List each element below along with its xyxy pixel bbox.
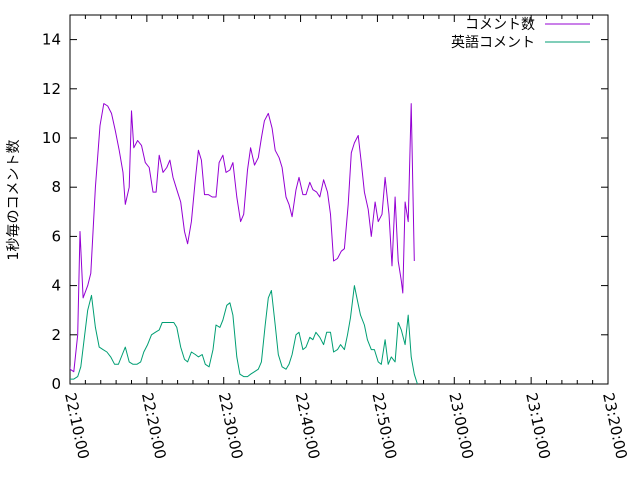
x-tick-label: 23:10:00 xyxy=(522,391,554,461)
legend-label-1: コメント数 xyxy=(465,17,535,33)
x-tick-label: 22:40:00 xyxy=(292,391,324,461)
y-tick-label: 6 xyxy=(51,227,61,245)
y-tick-label: 0 xyxy=(51,375,61,393)
y-tick-label: 4 xyxy=(51,277,61,295)
series-layer xyxy=(70,103,418,384)
y-tick-label: 8 xyxy=(51,178,61,196)
x-axis: 22:10:00 22:20:00 22:30:00 22:40:00 22:50:00… xyxy=(61,15,631,461)
series-line-1 xyxy=(70,103,415,373)
x-tick-label: 22:10:00 xyxy=(61,391,93,461)
series-line-2 xyxy=(70,285,418,384)
y-tick-label: 2 xyxy=(51,326,61,344)
y-tick-label: 10 xyxy=(42,129,61,147)
y-tick-label: 14 xyxy=(42,31,61,49)
x-tick-label: 22:50:00 xyxy=(369,391,401,461)
y-axis: 0 2 4 6 8 10 12 14 xyxy=(42,31,608,393)
plot-frame xyxy=(69,14,609,385)
x-tick-label: 22:20:00 xyxy=(138,391,170,461)
x-tick-label: 23:20:00 xyxy=(599,391,631,461)
x-tick-label: 22:30:00 xyxy=(215,391,247,461)
x-tick-label: 23:00:00 xyxy=(445,391,477,461)
legend-label-2: 英語コメント xyxy=(451,34,535,51)
y-tick-label: 12 xyxy=(42,80,61,98)
y-axis-label: 1秒毎のコメント数 xyxy=(6,140,22,261)
